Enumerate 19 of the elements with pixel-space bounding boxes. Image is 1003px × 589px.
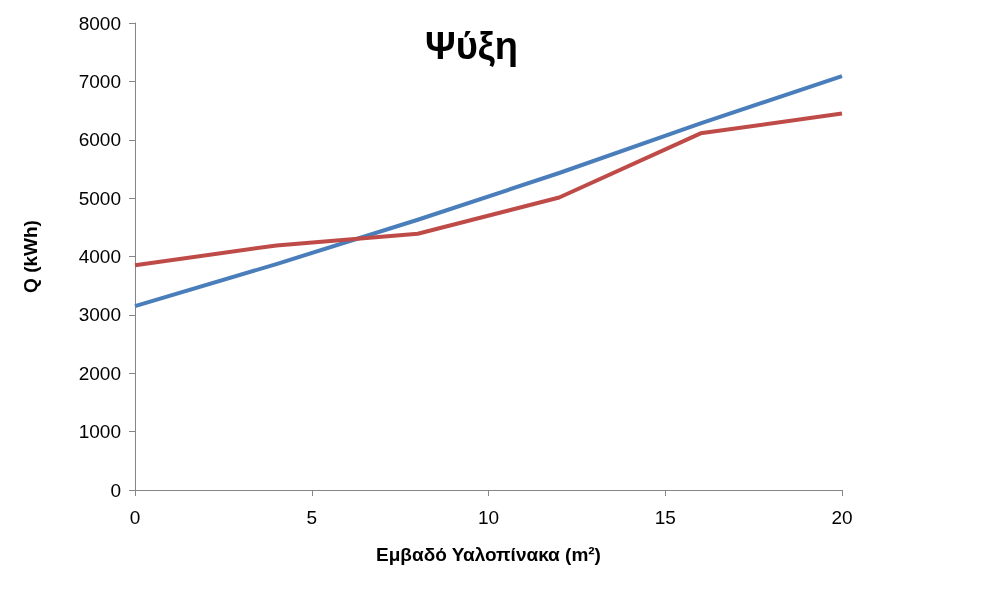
y-tick-label: 2000 — [78, 362, 121, 384]
y-tick-label: 8000 — [78, 12, 121, 34]
line-series — [133, 74, 844, 309]
y-tick-label: 6000 — [78, 129, 121, 151]
line-series — [133, 111, 844, 268]
x-tick-label: 0 — [129, 507, 141, 528]
x-tick-label: 20 — [831, 507, 853, 528]
y-tick-label: 5000 — [78, 187, 121, 209]
y-tick-label: 1000 — [78, 421, 121, 443]
y-tick-label: 3000 — [78, 304, 121, 326]
y-axis-title: Q (kWh) — [20, 220, 41, 293]
y-tick-label: 4000 — [78, 246, 121, 267]
y-tick-label: 0 — [110, 479, 121, 501]
y-tick-label: 7000 — [78, 70, 121, 92]
x-tick-label: 15 — [654, 507, 676, 528]
x-axis-title: Εμβαδό Υαλοπίνακα (m²) — [376, 544, 601, 565]
x-tick-label: 5 — [306, 507, 318, 528]
x-tick-label: 10 — [477, 507, 500, 528]
chart-title: Ψύξη — [425, 25, 518, 67]
